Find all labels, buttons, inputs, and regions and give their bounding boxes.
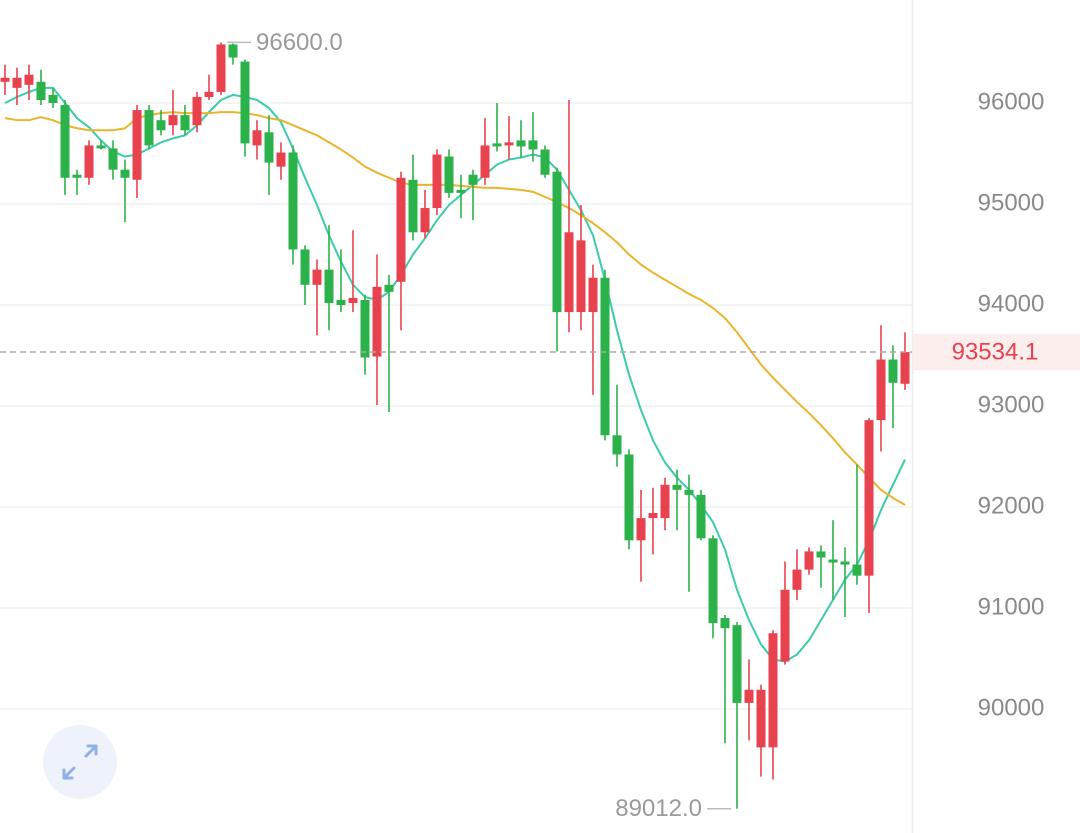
candle-body <box>456 189 466 193</box>
candle-body <box>384 284 394 292</box>
candle-body <box>504 142 514 146</box>
candle-body <box>84 145 94 178</box>
candle-body <box>708 538 718 624</box>
last-price-tag <box>913 334 1080 371</box>
annotation-label: 96600.0 <box>256 29 343 56</box>
candle-body <box>444 156 454 193</box>
candle-body <box>900 352 910 384</box>
candle-body <box>876 359 886 421</box>
candle-body <box>672 484 682 490</box>
y-tick-label: 96000 <box>978 88 1045 115</box>
candle-body <box>24 74 34 85</box>
candle-body <box>624 454 634 541</box>
y-tick-label: 91000 <box>978 593 1045 620</box>
candle-body <box>468 174 478 185</box>
candle-body <box>276 152 286 167</box>
candle-body <box>36 81 46 100</box>
candle-body <box>768 633 778 748</box>
candle-body <box>300 249 310 285</box>
candle-body <box>408 179 418 233</box>
candle-body <box>144 110 154 146</box>
candle-body <box>696 494 706 539</box>
expand-icon <box>62 744 98 780</box>
y-tick-label: 94000 <box>978 290 1045 317</box>
candle-body <box>852 564 862 576</box>
candle-body <box>192 96 202 126</box>
expand-button[interactable] <box>43 725 117 799</box>
candle-body <box>780 589 790 662</box>
candle-body <box>648 513 658 519</box>
candle-body <box>564 232 574 313</box>
grid: 90000 91000 92000 93000 94000 95000 96000 <box>0 88 1044 721</box>
candle-body <box>336 299 346 306</box>
candle-body <box>360 299 370 358</box>
last-price-label: 93534.1 <box>952 338 1039 365</box>
candle-body <box>108 148 118 170</box>
y-tick-label: 92000 <box>978 492 1045 519</box>
candle-body <box>168 115 178 126</box>
candle-body <box>216 44 226 92</box>
candle-body <box>588 277 598 313</box>
moving-averages <box>4 86 906 663</box>
candle-body <box>792 569 802 590</box>
candle-body <box>816 551 826 558</box>
candle-body <box>312 269 322 285</box>
candle-body <box>660 484 670 519</box>
candle-body <box>600 277 610 436</box>
candle-body <box>204 91 214 97</box>
candle-body <box>684 489 694 495</box>
candle-body <box>0 77 10 82</box>
candle-body <box>480 145 490 178</box>
candle-body <box>756 689 766 748</box>
candle-body <box>96 145 106 149</box>
candle-body <box>60 105 70 178</box>
candle-body <box>48 94 58 104</box>
candle-body <box>720 618 730 629</box>
candle-body <box>72 174 82 178</box>
candle-body <box>120 169 130 178</box>
candle-body <box>636 518 646 541</box>
candle-body <box>240 61 250 144</box>
candle-body <box>744 689 754 703</box>
candle-body <box>288 152 298 250</box>
candle-body <box>324 269 334 303</box>
overlay: 96600.0 89012.0 93534.1 <box>0 29 1080 822</box>
candle-body <box>264 132 274 163</box>
candle-body <box>516 140 526 147</box>
candle-body <box>12 77 22 88</box>
candle-body <box>396 177 406 282</box>
candle-body <box>180 115 190 131</box>
candle-body <box>576 240 586 313</box>
candle-body <box>132 110 142 180</box>
moving-average-line <box>4 111 906 506</box>
candle-body <box>156 120 166 131</box>
candle-body <box>372 286 382 357</box>
candle-body <box>432 154 442 209</box>
candle-body <box>420 208 430 233</box>
candle-body <box>828 559 838 563</box>
candle-body <box>864 420 874 576</box>
candle-body <box>612 435 622 455</box>
candle-body <box>804 551 814 570</box>
candle-body <box>528 140 538 150</box>
candle-body <box>552 171 562 313</box>
y-tick-label: 95000 <box>978 189 1045 216</box>
y-tick-label: 93000 <box>978 391 1045 418</box>
candle-body <box>540 149 550 175</box>
candle-body <box>228 44 238 58</box>
y-tick-label: 90000 <box>978 694 1045 721</box>
annotation-label: 89012.0 <box>615 795 702 822</box>
candle-body <box>888 359 898 383</box>
candle-body <box>732 625 742 703</box>
candle-body <box>840 561 850 565</box>
expand-button-bg[interactable] <box>43 725 117 799</box>
candle-body <box>348 297 358 303</box>
candle-body <box>252 130 262 146</box>
candles <box>0 42 910 809</box>
moving-average-line <box>4 86 906 663</box>
candle-body <box>492 143 502 147</box>
